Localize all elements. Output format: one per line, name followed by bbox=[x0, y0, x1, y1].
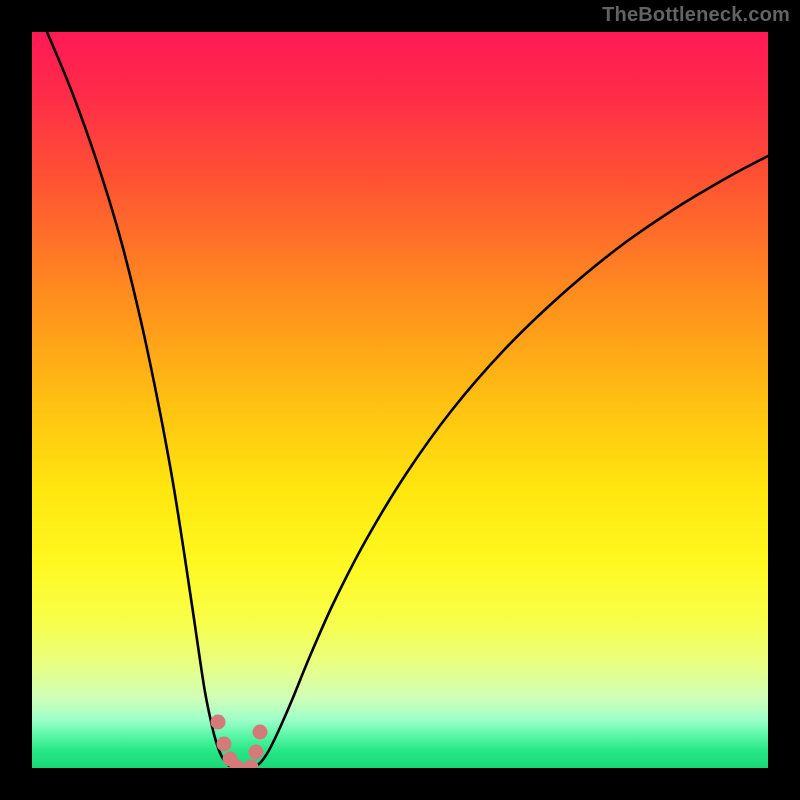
trough-marker bbox=[211, 715, 226, 730]
bottleneck-curve bbox=[32, 32, 768, 768]
trough-marker bbox=[249, 745, 264, 760]
trough-marker bbox=[253, 725, 268, 740]
trough-markers bbox=[211, 715, 268, 769]
watermark-text: TheBottleneck.com bbox=[602, 4, 790, 27]
trough-marker bbox=[244, 760, 259, 769]
chart-frame: TheBottleneck.com bbox=[0, 0, 800, 800]
curve-left-branch bbox=[47, 32, 235, 768]
plot-area bbox=[32, 32, 768, 768]
trough-marker bbox=[217, 737, 232, 752]
curve-right-branch bbox=[253, 156, 768, 768]
